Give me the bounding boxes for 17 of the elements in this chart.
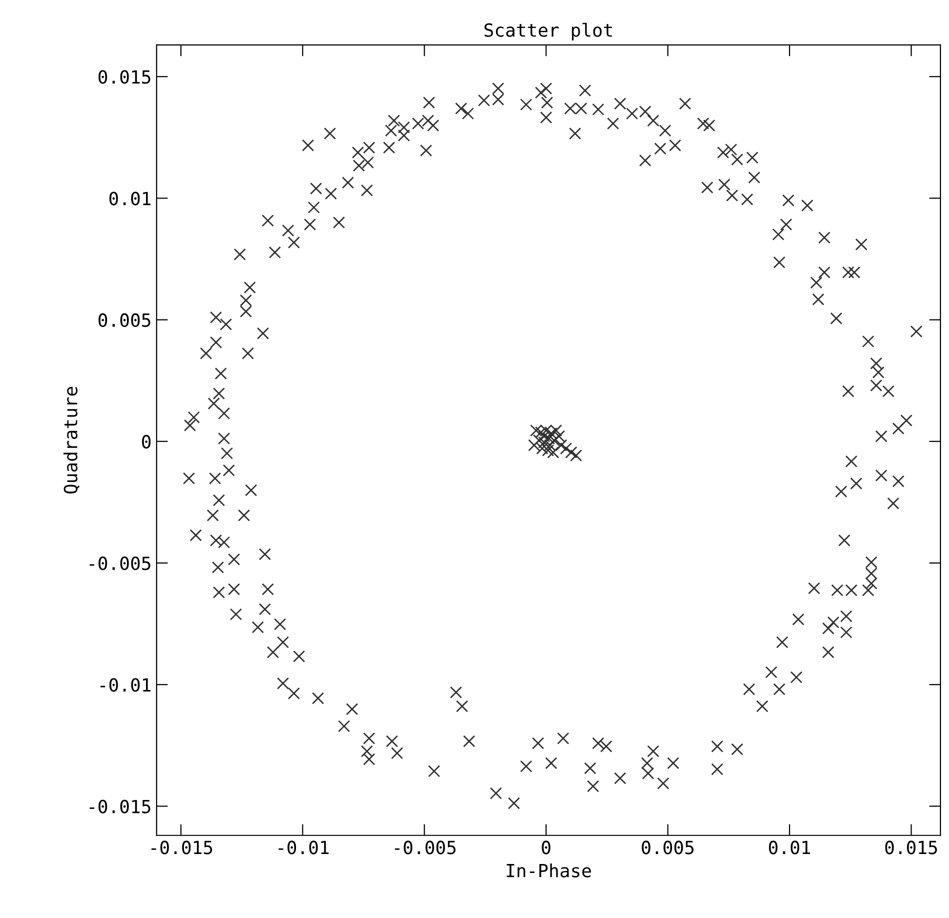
x-tick-label: -0.015 — [151, 840, 212, 854]
x-tick-label: 0.01 — [768, 840, 810, 854]
y-tick-label: 0.01 — [109, 192, 150, 206]
x-tick-label: -0.01 — [278, 840, 329, 854]
y-tick-label: 0 — [142, 434, 151, 449]
y-tick-label: -0.01 — [100, 678, 150, 692]
x-tick-label: -0.005 — [394, 840, 456, 854]
x-tick-label: 0.015 — [885, 840, 937, 854]
chart-title: Scatter plot — [484, 22, 612, 40]
x-tick-label: 0 — [542, 840, 550, 854]
y-tick-label: -0.015 — [90, 800, 150, 814]
y-axis-title: Quadrature — [63, 386, 80, 494]
y-tick-label: -0.005 — [90, 556, 150, 570]
y-tick-label: 0.015 — [98, 70, 150, 84]
x-axis-title: In-Phase — [506, 863, 591, 878]
y-tick-label: 0.005 — [98, 313, 150, 327]
x-tick-label: 0.005 — [642, 840, 694, 854]
